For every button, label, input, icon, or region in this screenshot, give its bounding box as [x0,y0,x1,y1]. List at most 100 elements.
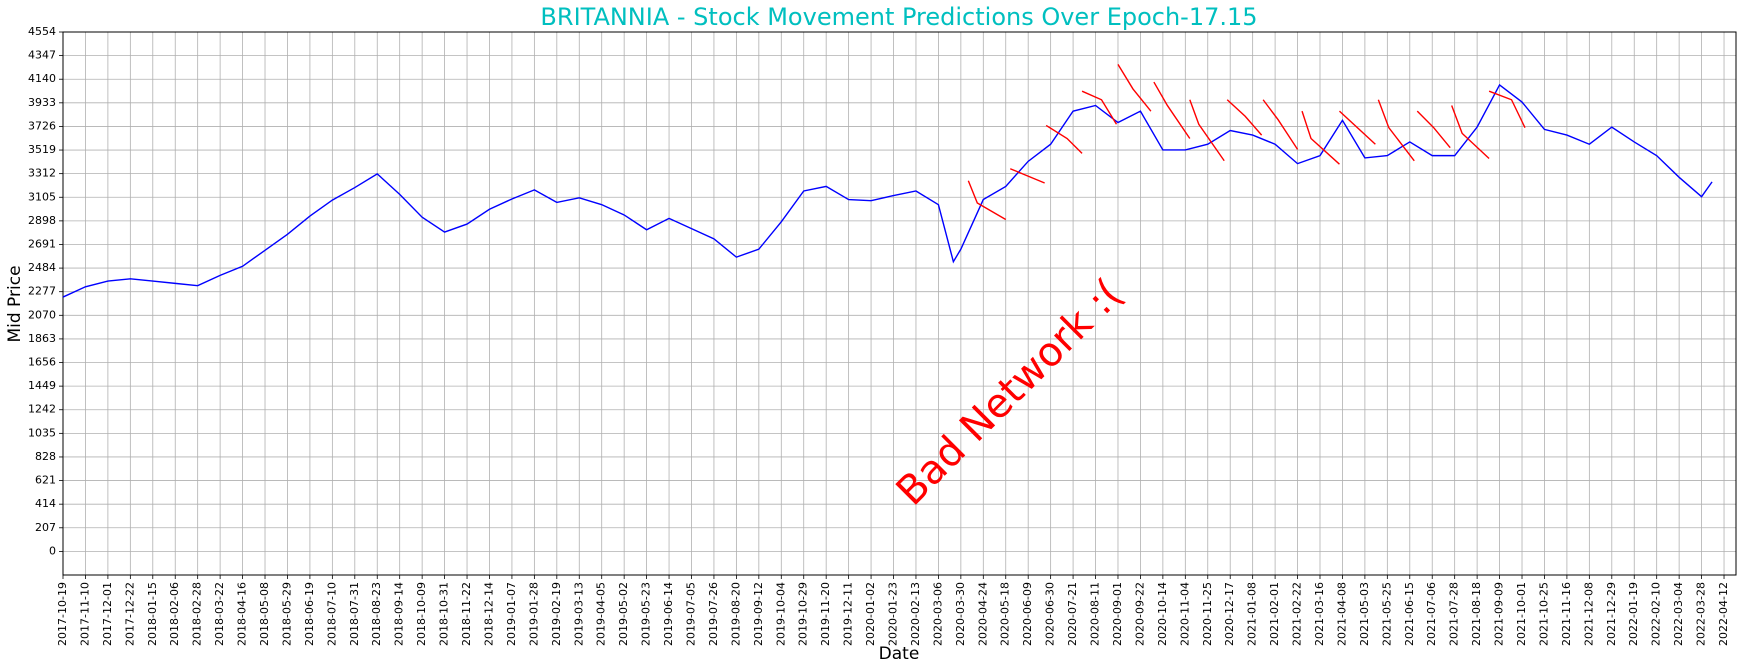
y-tick-label: 828 [35,450,56,463]
y-tick-label: 2070 [28,308,56,321]
x-tick-label: 2021-01-08 [1246,582,1259,646]
x-tick-label: 2021-08-18 [1470,582,1483,646]
y-axis-label: Mid Price [5,265,25,342]
x-tick-label: 2018-10-31 [438,582,451,646]
y-tick-label: 2691 [28,237,56,250]
x-tick-label: 2020-11-25 [1201,582,1214,646]
series-line [1338,110,1376,145]
x-axis-label: Date [879,644,920,664]
series-line [967,180,1007,221]
x-tick-label: 2021-12-29 [1605,582,1618,646]
x-tick-label: 2021-03-16 [1313,582,1326,646]
x-tick-label: 2021-05-25 [1380,582,1393,646]
x-tick-label: 2020-10-14 [1156,582,1169,646]
chart-title: BRITANNIA - Stock Movement Predictions O… [540,3,1257,31]
x-tick-label: 2020-11-04 [1178,582,1191,646]
y-tick-label: 3519 [28,143,56,156]
x-tick-label: 2018-05-08 [258,582,271,646]
series-line [1301,110,1340,165]
x-tick-label: 2020-09-22 [1133,582,1146,646]
x-tick-label: 2019-01-28 [527,582,540,646]
x-tick-label: 2018-01-15 [146,582,159,646]
x-tick-label: 2021-02-01 [1268,582,1281,646]
series-line [1488,90,1526,128]
x-tick-label: 2020-01-23 [887,582,900,646]
series-line [1189,99,1225,162]
x-tick-label: 2017-10-19 [56,582,69,646]
x-tick-label: 2017-11-10 [78,582,91,646]
x-tick-label: 2017-12-22 [123,582,136,646]
series-line [1117,64,1152,112]
y-tick-label: 1035 [28,426,56,439]
series-line [1377,99,1415,162]
x-tick-label: 2022-02-10 [1650,582,1663,646]
y-tick-label: 2898 [28,214,56,227]
x-tick-label: 2022-03-28 [1695,582,1708,646]
x-tick-label: 2019-03-13 [572,582,585,646]
x-tick-label: 2020-12-17 [1223,582,1236,646]
y-tick-label: 4140 [28,72,56,85]
series-line [1009,168,1045,184]
series-line [1451,105,1490,159]
x-tick-label: 2021-11-16 [1560,582,1573,646]
x-tick-label: 2020-03-06 [931,582,944,646]
x-tick-label: 2021-07-06 [1425,582,1438,646]
y-tick-label: 4347 [28,49,56,62]
y-tick-label: 0 [49,544,56,557]
x-tick-label: 2022-04-12 [1717,582,1730,646]
x-tick-label: 2019-01-07 [505,582,518,646]
x-tick-label: 2020-01-02 [864,582,877,646]
x-tick-label: 2020-06-30 [1044,582,1057,646]
x-tick-label: 2018-08-23 [370,582,383,646]
x-tick-label: 2019-06-14 [662,582,675,646]
x-tick-label: 2018-05-29 [280,582,293,646]
x-tick-label: 2021-07-28 [1448,582,1461,646]
x-tick-label: 2020-03-30 [954,582,967,646]
x-tick-label: 2021-10-25 [1537,582,1550,646]
series-line [1226,99,1263,136]
x-tick-label: 2020-08-11 [1089,582,1102,646]
x-tick-label: 2019-12-11 [842,582,855,646]
x-tick-label: 2020-09-01 [1111,582,1124,646]
x-tick-label: 2021-05-03 [1358,582,1371,646]
x-tick-label: 2021-02-22 [1291,582,1304,646]
x-tick-label: 2019-11-20 [819,582,832,646]
x-tick-label: 2021-06-15 [1403,582,1416,646]
x-tick-label: 2018-10-09 [415,582,428,646]
x-tick-label: 2018-04-16 [236,582,249,646]
plot-frame [62,31,1737,576]
x-tick-label: 2018-07-10 [325,582,338,646]
y-tick-label: 2484 [28,261,56,274]
x-tick-label: 2021-04-08 [1335,582,1348,646]
x-tick-label: 2018-11-22 [460,582,473,646]
x-tick-label: 2019-10-29 [797,582,810,646]
annotation: Bad Network :( [888,271,1132,515]
x-tick-label: 2019-05-02 [617,582,630,646]
x-tick-label: 2020-05-18 [999,582,1012,646]
y-tick-label: 1242 [28,403,56,416]
series-line [1262,99,1299,150]
series-line [1153,81,1191,139]
x-tick-label: 2021-12-08 [1582,582,1595,646]
y-tick-label: 1449 [28,379,56,392]
x-tick-label: 2019-04-05 [595,582,608,646]
x-tick-label: 2019-07-05 [684,582,697,646]
x-tick-label: 2018-02-06 [168,582,181,646]
x-tick-label: 2020-07-21 [1066,582,1079,646]
x-tick-label: 2018-06-19 [303,582,316,646]
x-tick-label: 2022-01-19 [1627,582,1640,646]
y-tick-label: 1656 [28,356,56,369]
series-line [1081,90,1118,125]
y-tick-label: 2277 [28,285,56,298]
x-tick-label: 2018-03-22 [213,582,226,646]
x-tick-label: 2022-03-04 [1672,582,1685,646]
x-tick-label: 2020-04-24 [976,582,989,646]
y-tick-label: 207 [35,521,56,534]
series-line [1416,110,1451,149]
x-tick-label: 2019-05-23 [640,582,653,646]
y-tick-label: 4554 [28,25,56,38]
y-tick-label: 3105 [28,190,56,203]
x-tick-label: 2019-09-12 [752,582,765,646]
x-tick-label: 2019-02-19 [550,582,563,646]
